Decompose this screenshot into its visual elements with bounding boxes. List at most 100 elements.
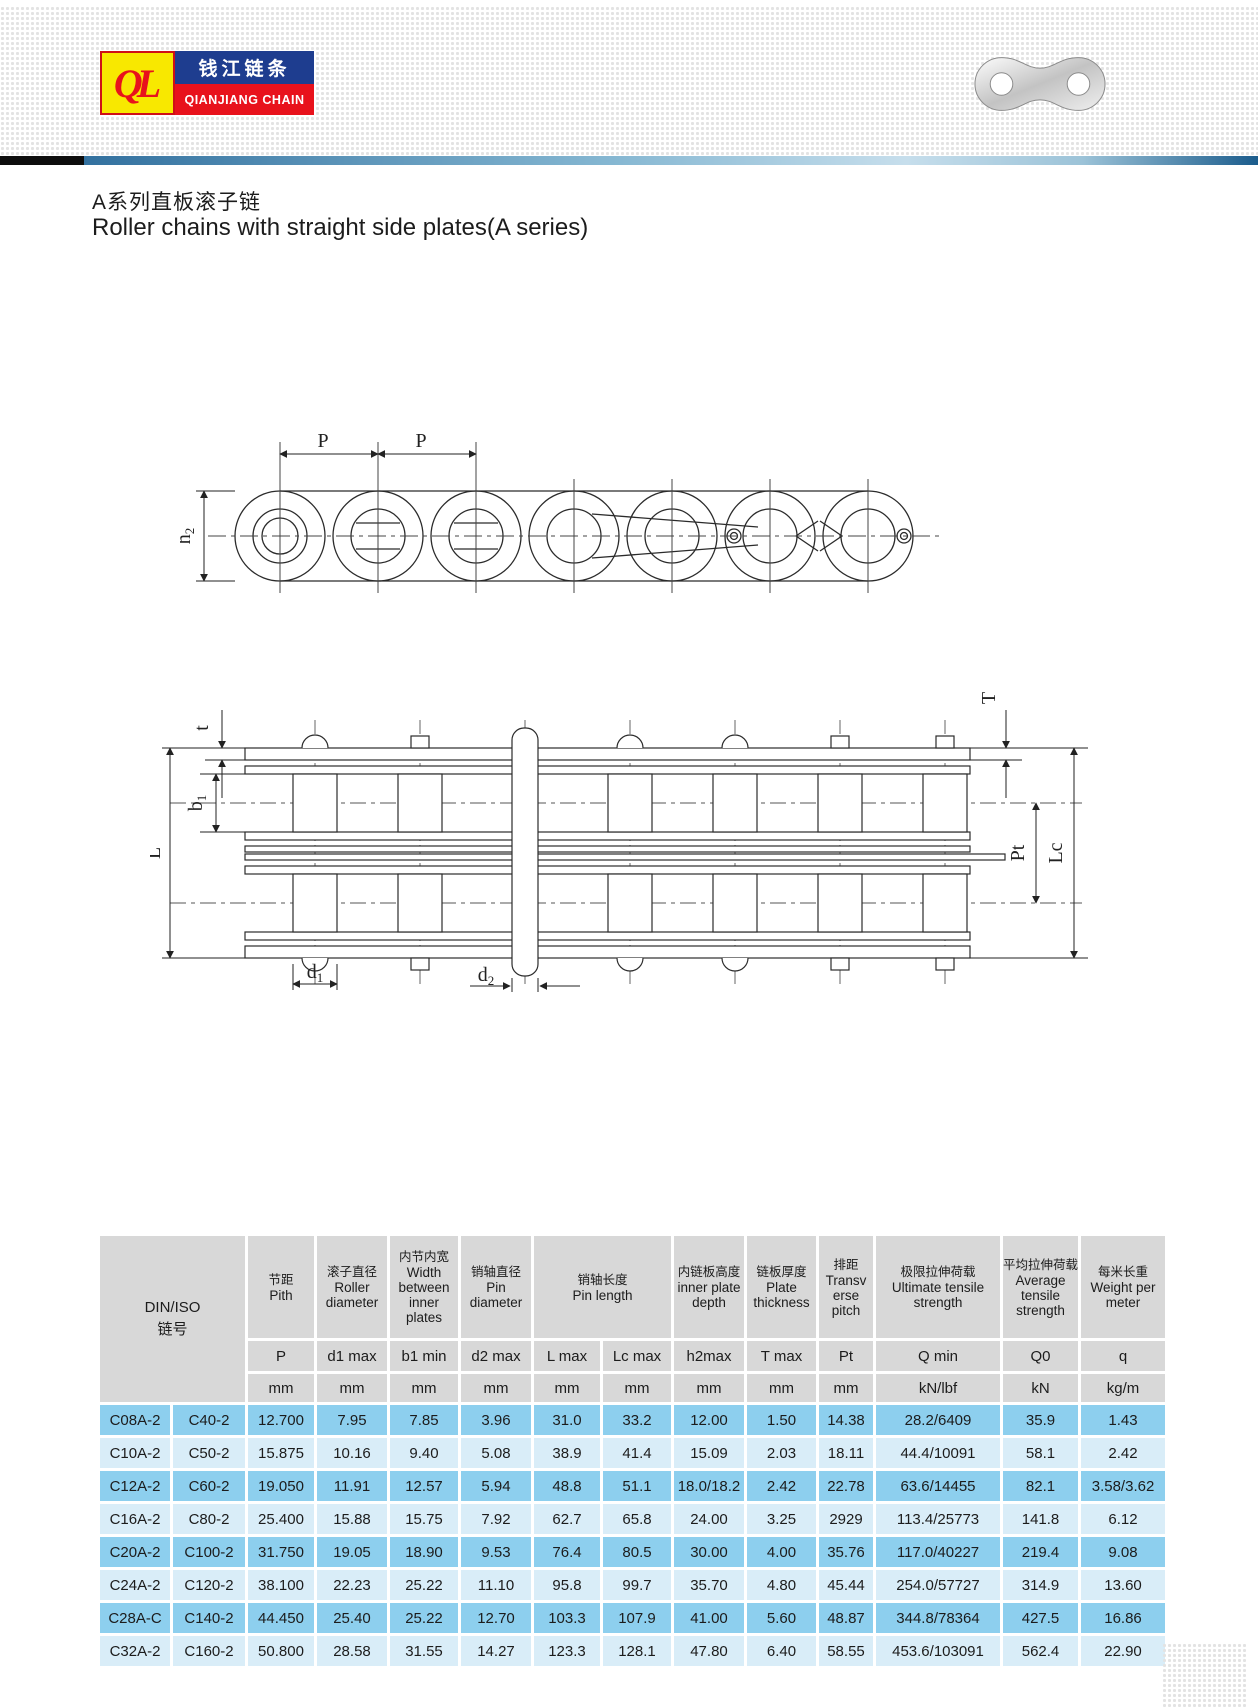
header-group-zh: 极限拉伸荷载: [900, 1265, 976, 1279]
table-cell: 13.60: [1081, 1570, 1166, 1600]
table-cell: 12.70: [461, 1603, 531, 1633]
table-cell: 38.100: [248, 1570, 314, 1600]
header-group-en: Pin length: [572, 1287, 633, 1303]
header-group: 节距 Pith: [248, 1236, 314, 1338]
table-cell: C50-2: [173, 1438, 245, 1468]
dim-label-Pt: Pt: [1007, 844, 1029, 861]
chain-section-drawing: t b1 L T Pt Lc d1 d2: [150, 692, 1088, 992]
table-cell: 24.00: [674, 1504, 744, 1534]
table-cell: C120-2: [173, 1570, 245, 1600]
table-row: C16A-2 C80-2 25.400 15.88 15.75 7.92 62.7 65.8 2…: [100, 1504, 1166, 1534]
table-cell: C08A-2: [100, 1405, 170, 1435]
header-group-zh: 节距: [268, 1272, 294, 1287]
table-cell: 80.5: [603, 1537, 671, 1567]
table-cell: 25.400: [248, 1504, 314, 1534]
table-cell: 25.22: [390, 1570, 458, 1600]
table-cell: 25.22: [390, 1603, 458, 1633]
header-symbol: h2max: [674, 1341, 744, 1371]
dim-label-L: L: [150, 847, 165, 859]
table-cell: 2.42: [747, 1471, 816, 1501]
table-cell: 3.58/3.62: [1081, 1471, 1166, 1501]
dim-label-pitch-1: P: [317, 430, 328, 452]
table-cell: C80-2: [173, 1504, 245, 1534]
table-cell: C100-2: [173, 1537, 245, 1567]
header-symbol: P: [248, 1341, 314, 1371]
table-cell: C40-2: [173, 1405, 245, 1435]
table-cell: 107.9: [603, 1603, 671, 1633]
table-cell: 6.12: [1081, 1504, 1166, 1534]
table-cell: 6.40: [747, 1636, 816, 1666]
table-cell: 123.3: [534, 1636, 600, 1666]
table-cell: 2929: [819, 1504, 873, 1534]
header-symbol: Pt: [819, 1341, 873, 1371]
dim-label-T: T: [978, 692, 1000, 704]
table-cell: 33.2: [603, 1405, 671, 1435]
table-cell: C32A-2: [100, 1636, 170, 1666]
spec-table-container: DIN/ISO 链号 节距 Pith 滚子直径 Roller diameter 内节内宽 Wi…: [97, 1233, 1168, 1669]
table-cell: 16.86: [1081, 1603, 1166, 1633]
table-cell: 562.4: [1003, 1636, 1079, 1666]
table-cell: 14.27: [461, 1636, 531, 1666]
dim-label-t: t: [191, 725, 213, 731]
table-cell: 11.91: [317, 1471, 387, 1501]
header-unit: mm: [603, 1374, 671, 1402]
table-cell: 31.0: [534, 1405, 600, 1435]
header-rule-blue: [84, 156, 1258, 165]
table-cell: 9.08: [1081, 1537, 1166, 1567]
header-group: 内节内宽 Width between inner plates: [390, 1236, 458, 1338]
spec-table: DIN/ISO 链号 节距 Pith 滚子直径 Roller diameter 内节内宽 Wi…: [97, 1233, 1168, 1669]
table-cell: 7.95: [317, 1405, 387, 1435]
table-cell: 9.53: [461, 1537, 531, 1567]
spec-table-body: C08A-2 C40-2 12.700 7.95 7.85 3.96 31.0 33.2 12.…: [100, 1405, 1166, 1666]
table-cell: 58.55: [819, 1636, 873, 1666]
chain-side-view-drawing: P P h2: [180, 430, 942, 593]
header-unit: mm: [317, 1374, 387, 1402]
header-group-zh: 销轴长度: [577, 1272, 628, 1287]
header-group-en: Transv erse pitch: [825, 1272, 867, 1318]
header-group: 链板厚度 Plate thickness: [747, 1236, 816, 1338]
table-row: C24A-2 C120-2 38.100 22.23 25.22 11.10 95.8 99.…: [100, 1570, 1166, 1600]
chain-plate-illustration: [974, 57, 1106, 111]
header-group: 销轴长度 Pin length: [534, 1236, 671, 1338]
dim-label-b1: b1: [185, 795, 209, 812]
footer-dot-pattern: [1162, 1643, 1248, 1707]
dim-label-h2: h2: [180, 528, 197, 545]
table-row: C32A-2 C160-2 50.800 28.58 31.55 14.27 123.3 12…: [100, 1636, 1166, 1666]
table-cell: 427.5: [1003, 1603, 1079, 1633]
header-symbol: d1 max: [317, 1341, 387, 1371]
header-group-en: Plate thickness: [753, 1280, 810, 1310]
spec-table-head: DIN/ISO 链号 节距 Pith 滚子直径 Roller diameter 内节内宽 Wi…: [100, 1236, 1166, 1402]
section-dimension-lines: [162, 710, 1088, 992]
table-cell: 35.70: [674, 1570, 744, 1600]
table-cell: C20A-2: [100, 1537, 170, 1567]
table-cell: 141.8: [1003, 1504, 1079, 1534]
table-cell: 15.875: [248, 1438, 314, 1468]
logo-name-en: QIANJIANG CHAIN: [175, 84, 314, 115]
table-row: C20A-2 C100-2 31.750 19.05 18.90 9.53 76.4 80.5…: [100, 1537, 1166, 1567]
header-din-iso-line: 链号: [157, 1321, 188, 1338]
table-row: C10A-2 C50-2 15.875 10.16 9.40 5.08 38.9 41.4 15…: [100, 1438, 1166, 1468]
table-cell: 128.1: [603, 1636, 671, 1666]
header-group-zh: 内链板高度: [677, 1265, 741, 1279]
table-cell: 5.94: [461, 1471, 531, 1501]
header-unit: mm: [674, 1374, 744, 1402]
header-group-zh: 滚子直径: [326, 1265, 377, 1279]
table-cell: 82.1: [1003, 1471, 1079, 1501]
table-cell: 1.43: [1081, 1405, 1166, 1435]
dim-label-d2: d2: [478, 964, 495, 988]
table-cell: C28A-C: [100, 1603, 170, 1633]
page-title-zh: A系列直板滚子链: [92, 191, 262, 214]
table-cell: 18.90: [390, 1537, 458, 1567]
table-cell: C160-2: [173, 1636, 245, 1666]
table-cell: 22.78: [819, 1471, 873, 1501]
table-cell: 7.85: [390, 1405, 458, 1435]
table-cell: 18.0/18.2: [674, 1471, 744, 1501]
table-cell: 35.76: [819, 1537, 873, 1567]
table-cell: 76.4: [534, 1537, 600, 1567]
table-cell: 47.80: [674, 1636, 744, 1666]
table-cell: 4.00: [747, 1537, 816, 1567]
header-symbol: Q0: [1003, 1341, 1079, 1371]
table-cell: C10A-2: [100, 1438, 170, 1468]
table-cell: C60-2: [173, 1471, 245, 1501]
